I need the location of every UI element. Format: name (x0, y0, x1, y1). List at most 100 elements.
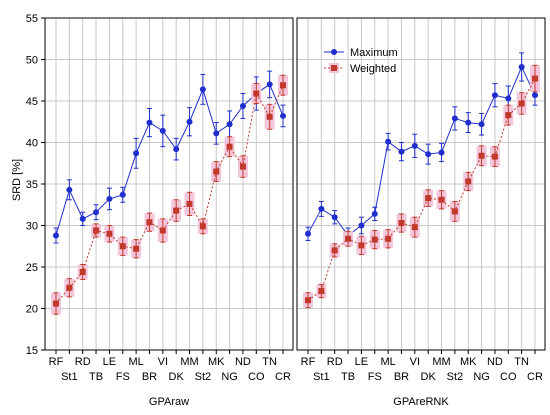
x-tick-label: CR (527, 371, 543, 383)
data-point-maximum (53, 232, 59, 239)
legend-marker-maximum (331, 49, 337, 55)
x-tick-label: CO (500, 371, 517, 383)
x-tick-label: DK (421, 371, 437, 383)
series-maximum (305, 52, 538, 244)
data-point-weighted (226, 143, 233, 150)
data-point-weighted (93, 227, 100, 234)
x-tick-label: FS (116, 371, 130, 383)
data-point-maximum (411, 142, 418, 149)
x-tick-label: MM (180, 356, 198, 368)
y-tick-label: 40 (26, 138, 38, 150)
x-tick-label: RD (327, 356, 343, 368)
data-point-weighted (358, 242, 365, 249)
data-point-weighted (280, 82, 286, 89)
data-point-weighted (451, 208, 458, 215)
data-point-maximum (398, 148, 405, 155)
data-point-maximum (358, 222, 365, 229)
series-weighted (303, 64, 540, 309)
data-point-maximum (93, 209, 100, 216)
x-tick-label: ND (487, 356, 503, 368)
line-weighted (55, 85, 284, 304)
data-point-weighted (398, 220, 405, 227)
x-tick-label: MK (460, 356, 477, 368)
data-point-weighted (505, 112, 512, 119)
data-point-weighted (345, 235, 352, 242)
data-point-maximum (518, 63, 525, 70)
x-tick-label: ML (380, 356, 395, 368)
x-axis-title: GPAreRNK (393, 396, 449, 408)
data-point-maximum (491, 92, 498, 99)
data-point-weighted (318, 288, 325, 295)
legend-label-maximum: Maximum (350, 47, 398, 59)
data-point-weighted (199, 223, 206, 230)
data-point-maximum (425, 151, 432, 158)
data-point-weighted (411, 224, 418, 231)
data-point-maximum (371, 210, 378, 217)
y-tick-label: 50 (26, 55, 38, 67)
data-point-weighted (239, 163, 246, 170)
data-point-maximum (331, 214, 338, 221)
chart-panels: 152025303540455055RFSt1RDTBLEFSMLBRVIDKM… (26, 13, 546, 408)
data-point-maximum (146, 119, 153, 126)
data-point-maximum (199, 86, 206, 93)
x-tick-label: TB (341, 371, 355, 383)
data-point-maximum (213, 130, 220, 137)
y-tick-label: 45 (26, 96, 38, 108)
y-tick-label: 15 (26, 345, 38, 357)
data-point-maximum (451, 115, 458, 122)
x-tick-label: CR (275, 371, 291, 383)
x-tick-label: ND (235, 356, 251, 368)
data-point-maximum (478, 121, 485, 128)
data-point-maximum (385, 138, 392, 145)
chart-legend: Maximum Weighted (324, 47, 398, 75)
data-point-weighted (66, 284, 73, 291)
data-point-weighted (173, 207, 180, 214)
data-point-weighted (106, 230, 113, 237)
x-tick-label: LE (103, 356, 116, 368)
data-point-weighted (79, 268, 86, 275)
x-tick-label: MM (432, 356, 450, 368)
data-point-weighted (518, 100, 525, 107)
data-point-maximum (66, 186, 73, 193)
x-tick-label: VI (158, 356, 168, 368)
data-point-weighted (331, 247, 338, 254)
y-tick-label: 35 (26, 179, 38, 191)
x-tick-label: St1 (313, 371, 330, 383)
y-tick-label: 30 (26, 221, 38, 233)
y-tick-label: 55 (26, 13, 38, 25)
x-tick-label: NG (473, 371, 490, 383)
data-point-weighted (305, 297, 311, 304)
data-point-maximum (119, 191, 126, 198)
data-point-maximum (318, 205, 325, 212)
x-tick-label: VI (410, 356, 420, 368)
x-tick-label: TB (89, 371, 103, 383)
x-tick-label: DK (169, 371, 185, 383)
data-point-weighted (253, 90, 260, 97)
data-point-weighted (438, 196, 445, 203)
data-point-maximum (505, 95, 512, 102)
y-tick-label: 20 (26, 304, 38, 316)
data-point-maximum (79, 215, 86, 222)
data-point-weighted (465, 178, 472, 185)
legend-label-weighted: Weighted (350, 63, 396, 75)
data-point-maximum (239, 102, 246, 109)
x-tick-label: LE (355, 356, 368, 368)
series-maximum (53, 70, 286, 244)
data-point-maximum (226, 121, 233, 128)
x-tick-label: BR (142, 371, 157, 383)
x-tick-label: FS (368, 371, 382, 383)
data-point-weighted (371, 236, 378, 243)
data-point-weighted (478, 152, 485, 159)
data-point-weighted (213, 168, 220, 175)
x-tick-label: CO (248, 371, 265, 383)
data-point-weighted (385, 235, 392, 242)
data-point-weighted (425, 195, 432, 202)
data-point-weighted (159, 227, 166, 234)
data-point-maximum (438, 149, 445, 156)
x-tick-label: RF (49, 356, 64, 368)
data-point-weighted (186, 200, 193, 207)
x-tick-label: St2 (195, 371, 212, 383)
